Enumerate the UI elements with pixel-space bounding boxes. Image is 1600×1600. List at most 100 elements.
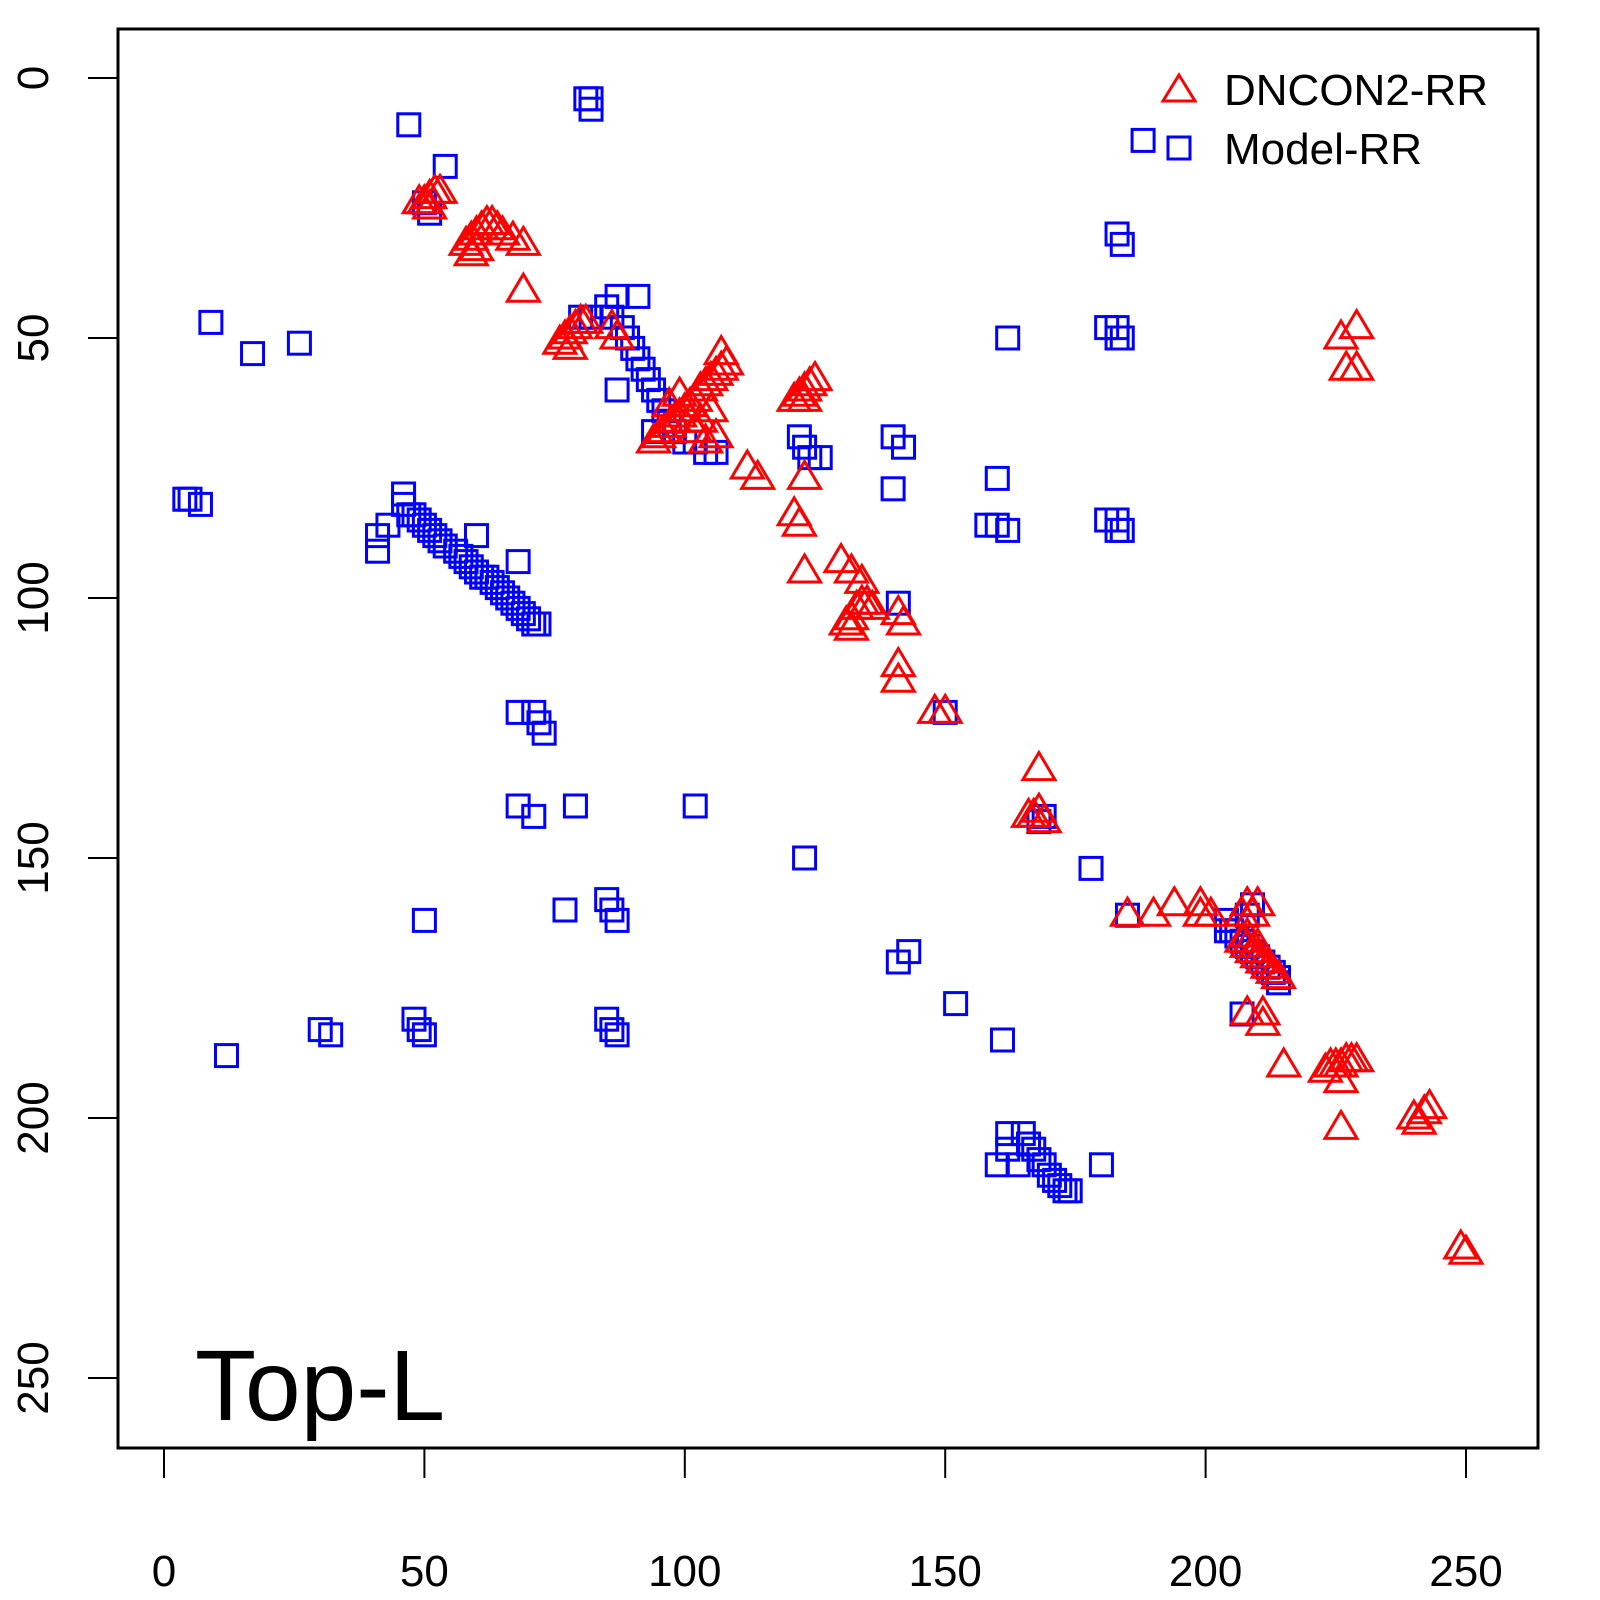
model-rr-point [1130, 127, 1156, 153]
dncon2-rr-point [504, 224, 542, 256]
dncon2-rr-point [796, 359, 834, 392]
dncon2-rr-point [780, 505, 819, 537]
model-rr-point [1057, 1178, 1083, 1204]
legend-label-model-rr: Model-RR [1224, 125, 1422, 174]
model-rr-point [411, 907, 437, 933]
dncon2-rr-point [410, 177, 449, 210]
dncon2-rr-point [702, 349, 740, 381]
model-rr-point [599, 1017, 625, 1043]
x-tick-label: 100 [648, 1547, 721, 1596]
model-rr-point [885, 949, 911, 975]
dncon2-rr-point [1025, 801, 1063, 834]
y-tick-label: 250 [9, 1341, 58, 1414]
dncon2-rr-point [739, 458, 777, 490]
x-tick-label: 50 [400, 1547, 449, 1596]
model-rr-point [604, 377, 630, 403]
dncon2-rr-point [1405, 1092, 1443, 1125]
dncon2-rr-point [640, 416, 678, 449]
dncon2-rr-point [780, 375, 819, 407]
panel-annotation: Top-L [195, 1330, 445, 1442]
dncon2-rr-point [1020, 749, 1058, 782]
model-rr-point [1078, 855, 1104, 881]
dncon2-rr-point [671, 385, 709, 418]
dncon2-rr-point [1447, 1233, 1485, 1265]
dncon2-rr-point [686, 364, 725, 397]
y-tick-label: 200 [9, 1081, 58, 1154]
dncon2-rr-point [421, 172, 459, 204]
dncon2-rr-point [785, 552, 824, 584]
model-rr-point [1109, 231, 1135, 257]
model-rr-point [198, 309, 224, 335]
dncon2-rr-point [1395, 1098, 1433, 1130]
model-rr-point [432, 153, 458, 179]
dncon2-rr-point [1337, 1040, 1376, 1073]
dncon2-rr-point [504, 271, 542, 303]
dncon2-rr-point [926, 692, 964, 724]
dncon2-rr-point [879, 645, 917, 678]
x-tick-label: 200 [1169, 1547, 1242, 1596]
dncon2-rr-point [541, 323, 579, 355]
model-rr-point [682, 793, 708, 819]
y-tick-label: 50 [9, 314, 58, 363]
dncon2-rr-point [1254, 952, 1292, 984]
dncon2-rr-point [1265, 1046, 1303, 1078]
dncon2-rr-point [1322, 1061, 1360, 1094]
model-rr-point [526, 611, 552, 637]
dncon2-rr-point [567, 302, 605, 334]
model-rr-point [411, 1022, 437, 1048]
x-tick-label: 250 [1429, 1547, 1502, 1596]
dncon2-rr-point [697, 354, 735, 386]
dncon2-rr-point [848, 583, 886, 615]
dncon2-rr-point [1442, 1228, 1480, 1260]
model-rr-point [213, 1043, 239, 1069]
y-axis: 0 50 100 150 200 250 [9, 66, 118, 1415]
model-rr-point [604, 1022, 630, 1048]
dncon2-rr-point [1322, 318, 1360, 350]
model-rr-point [578, 96, 604, 122]
model-rr-point [880, 476, 906, 502]
dncon2-rr-point [660, 396, 699, 428]
model-rr-point [989, 1027, 1015, 1053]
dncon2-rr-point [1244, 1004, 1282, 1036]
plot-frame [116, 27, 1540, 1450]
dncon2-rr-point [1322, 1108, 1360, 1140]
y-tick-label: 100 [9, 561, 58, 634]
dncon2-rr-point [853, 588, 891, 620]
model-rr-point [552, 897, 578, 923]
dncon2-rr-point [551, 328, 589, 360]
model-rr-point [1104, 325, 1130, 351]
legend-triangle-icon [1160, 72, 1198, 103]
y-tick-label: 150 [9, 821, 58, 894]
dncon2-rr-point [410, 188, 449, 220]
x-axis: 0 50 100 150 200 250 [152, 1448, 1503, 1596]
dncon2-rr-point [1244, 994, 1282, 1026]
dncon2-rr-point [478, 208, 516, 241]
dncon2-rr-point [405, 182, 444, 215]
dncon2-rr-point [692, 390, 730, 423]
dncon2-rr-point [645, 411, 683, 444]
dncon2-rr-point [1410, 1087, 1449, 1120]
x-tick-label: 150 [908, 1547, 981, 1596]
model-rr-point [604, 907, 630, 933]
dncon2-rr-point [785, 370, 824, 402]
model-rr-point [943, 991, 969, 1017]
x-tick-label: 0 [152, 1547, 176, 1596]
dncon2-rr-point [494, 219, 532, 251]
dncon2-rr-point [702, 333, 740, 366]
model-rr-point [995, 325, 1021, 351]
model-rr-point [505, 549, 531, 575]
model-rr-point [396, 112, 422, 138]
legend: DNCON2-RR Model-RR [1160, 66, 1488, 174]
model-rr-point [286, 330, 312, 356]
dncon2-rr-point [650, 406, 688, 438]
dncon2-rr-point [1015, 796, 1053, 828]
dncon2-rr-point [452, 234, 490, 267]
model-rr-point [375, 512, 401, 538]
dncon2-rr-point [1192, 895, 1230, 927]
model-rr-point [531, 720, 557, 746]
dncon2-rr-point [785, 458, 824, 490]
model-rr-point [1104, 507, 1130, 533]
dncon2-rr-point [832, 609, 871, 641]
dncon2-rr-point [634, 422, 673, 454]
